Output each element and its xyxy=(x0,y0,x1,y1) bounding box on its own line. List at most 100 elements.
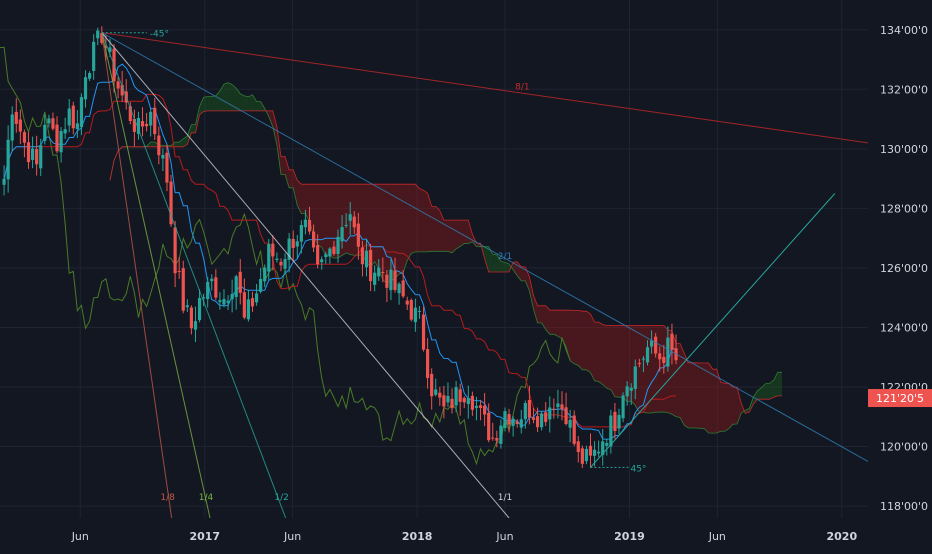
candle-body xyxy=(169,181,173,225)
candle-body xyxy=(417,310,422,312)
candle-body xyxy=(55,124,59,152)
cloud-segment xyxy=(419,188,424,252)
cloud-segment xyxy=(191,124,196,133)
candle-body xyxy=(637,363,641,365)
cloud-segment xyxy=(215,90,220,111)
candle-body xyxy=(324,254,328,258)
candle-body xyxy=(556,403,560,408)
candle-body xyxy=(75,123,79,129)
candle-body xyxy=(507,414,511,425)
chikou-span xyxy=(0,46,571,466)
candle-body xyxy=(226,300,230,303)
cloud-segment xyxy=(342,184,347,256)
candle-body xyxy=(67,108,71,126)
candle-body xyxy=(499,425,503,444)
candle-body xyxy=(393,270,397,290)
candle-body xyxy=(303,219,308,228)
cloud-segment xyxy=(631,325,636,406)
cloud-segment xyxy=(280,156,286,175)
candle-body xyxy=(210,278,214,282)
candle-body xyxy=(629,387,633,391)
candle-body xyxy=(238,271,242,293)
candle-body xyxy=(511,418,515,426)
cloud-segment xyxy=(570,310,575,364)
x-tick-label: Jun xyxy=(71,530,89,543)
candle-body xyxy=(401,280,405,297)
x-axis-panel xyxy=(0,518,932,550)
candle-body xyxy=(487,412,491,441)
candle-body xyxy=(218,300,222,302)
senkou-span-b xyxy=(109,110,782,414)
candle-body xyxy=(197,297,202,321)
cloud-segment xyxy=(195,106,200,133)
candle-body xyxy=(523,403,527,420)
x-tick-label: 2020 xyxy=(827,530,858,543)
candle-body xyxy=(430,373,434,397)
cloud-segment xyxy=(529,276,534,310)
candle-body xyxy=(83,77,88,100)
cloud-segment xyxy=(219,84,224,111)
candle-body xyxy=(336,236,340,254)
cloud-segment xyxy=(452,220,457,253)
y-tick-label: 126'00'0 xyxy=(880,262,928,275)
cloud-segment xyxy=(545,305,550,335)
candle-body xyxy=(474,405,479,408)
candle-body xyxy=(373,272,377,285)
gann-fan-line xyxy=(101,32,211,519)
cloud-segment xyxy=(680,343,685,426)
cloud-segment xyxy=(252,94,257,111)
cloud-segment xyxy=(175,142,180,147)
cloud-segment xyxy=(431,206,436,252)
candle-body xyxy=(157,135,161,156)
cloud-segment xyxy=(549,310,554,335)
candle-body xyxy=(10,114,14,141)
cloud-segment xyxy=(468,220,473,244)
candle-body xyxy=(140,121,145,127)
cloud-segment xyxy=(248,94,253,111)
candle-body xyxy=(531,417,536,420)
candle-body xyxy=(641,358,646,360)
x-tick-label: 2019 xyxy=(614,530,645,543)
cloud-segment xyxy=(757,387,762,400)
cloud-segment xyxy=(533,295,538,323)
candle-body xyxy=(592,449,597,456)
candle-body xyxy=(193,321,198,330)
cloud-segment xyxy=(627,325,632,402)
cloud-segment xyxy=(513,261,518,276)
cloud-segment xyxy=(777,372,782,396)
gann-fan-label: 1/8 xyxy=(160,493,175,503)
candle-body xyxy=(438,392,442,398)
candle-body xyxy=(283,259,287,269)
cloud-segment xyxy=(614,325,620,398)
candle-body xyxy=(421,314,426,350)
candle-body xyxy=(450,398,454,409)
cloud-segment xyxy=(521,266,526,281)
cloud-segment xyxy=(578,310,583,370)
candle-body xyxy=(222,299,226,305)
cloud-segment xyxy=(244,95,249,111)
y-tick-label: 132'00'0 xyxy=(880,83,928,96)
candle-body xyxy=(181,268,185,311)
candle-body xyxy=(242,292,246,318)
cloud-segment xyxy=(492,254,497,273)
candle-body xyxy=(527,400,532,418)
candle-body xyxy=(503,411,507,428)
cloud-segment xyxy=(325,184,330,257)
candle-body xyxy=(35,149,39,165)
candle-body xyxy=(275,258,279,261)
candle-body xyxy=(540,413,544,428)
candle-body xyxy=(409,300,413,320)
cloud-segment xyxy=(586,311,591,373)
candle-body xyxy=(670,333,674,350)
candle-body xyxy=(446,395,450,403)
cloud-segment xyxy=(574,310,579,366)
candle-body xyxy=(560,404,564,410)
candle-body xyxy=(491,437,495,439)
cloud-segment xyxy=(415,184,420,252)
candle-body xyxy=(470,395,474,410)
cloud-segment xyxy=(207,96,212,111)
cloud-segment xyxy=(362,184,367,263)
candle-body xyxy=(413,307,417,323)
